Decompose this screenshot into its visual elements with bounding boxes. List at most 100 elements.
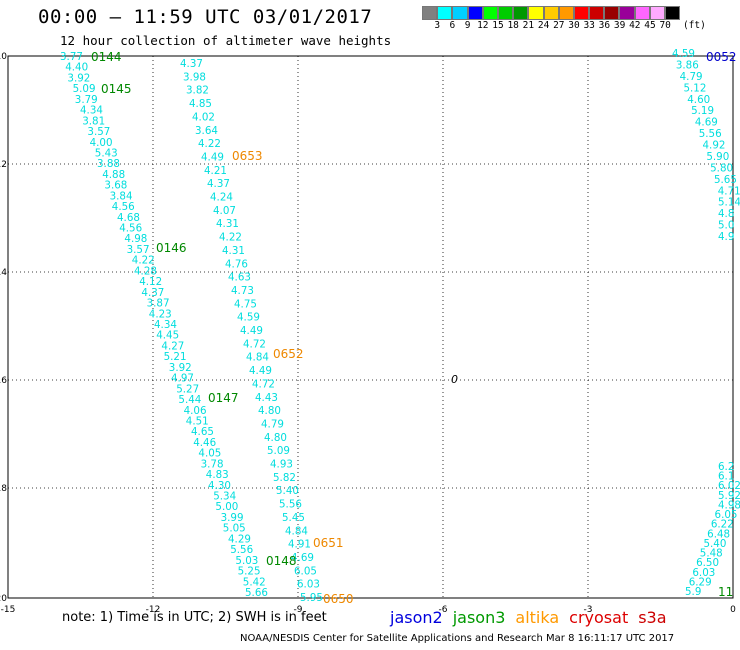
color-swatch bbox=[422, 6, 438, 20]
wave-height-value: 4.98 bbox=[124, 233, 147, 245]
wave-height-value: 4.79 bbox=[261, 418, 284, 430]
wave-height-value: 5.40 bbox=[276, 485, 299, 497]
color-scale-labels: 3 6 9 12 15 18 21 24 27 30 33 36 39 42 45 70 (ft) bbox=[422, 20, 740, 34]
wave-height-value: 4.91 bbox=[288, 539, 311, 551]
wave-height-value: 4.37 bbox=[180, 58, 203, 70]
satellite-legend-item: cryosat bbox=[569, 608, 629, 627]
wave-height-value: 3.82 bbox=[186, 85, 209, 97]
wave-height-value: 4.63 bbox=[228, 272, 251, 284]
color-swatch bbox=[649, 6, 665, 20]
pass-label: 11 bbox=[718, 585, 733, 599]
wave-height-value: 3.77 bbox=[60, 51, 83, 63]
color-scale-label: 30 bbox=[568, 20, 580, 31]
wave-height-value: 6.22 bbox=[711, 519, 734, 531]
wave-height-value: 5.09 bbox=[73, 83, 96, 95]
wave-height-value: 5.03 bbox=[235, 555, 258, 567]
pass-label: 0651 bbox=[313, 536, 344, 550]
wave-height-value: 5.00 bbox=[215, 501, 238, 513]
wave-height-value: 4.72 bbox=[252, 378, 275, 390]
wave-height-value: 5.42 bbox=[243, 576, 266, 588]
page-subtitle: 12 hour collection of altimeter wave hei… bbox=[60, 33, 392, 48]
wave-height-value: 6.1 bbox=[718, 471, 734, 483]
longitude-tick-label: -15 bbox=[1, 605, 16, 615]
wave-height-value: 4.30 bbox=[208, 480, 231, 492]
wave-height-value: 5.27 bbox=[176, 383, 199, 395]
wave-height-value: 4.31 bbox=[222, 245, 245, 257]
wave-height-value: 4.46 bbox=[193, 437, 216, 449]
wave-height-value: 6.05 bbox=[294, 565, 317, 577]
wave-height-value: 6.50 bbox=[696, 557, 719, 569]
longitude-tick-label: -3 bbox=[584, 605, 593, 615]
color-scale-label: 70 bbox=[659, 20, 671, 31]
wave-height-value: 4.49 bbox=[201, 151, 224, 163]
wave-height-value: 3.57 bbox=[127, 244, 150, 256]
wave-height-value: 5.12 bbox=[683, 82, 706, 94]
wave-height-value: 4.29 bbox=[228, 533, 251, 545]
wave-height-value: 4.69 bbox=[695, 117, 718, 129]
wave-height-value: 5.56 bbox=[699, 128, 722, 140]
satellite-legend-item: altika bbox=[515, 608, 560, 627]
color-swatch bbox=[482, 6, 498, 20]
wave-height-value: 5.43 bbox=[95, 147, 118, 159]
color-swatch bbox=[452, 6, 468, 20]
color-scale-label: 33 bbox=[583, 20, 595, 31]
wave-height-value: 5.0 bbox=[718, 220, 734, 232]
pass-label: 0144 bbox=[91, 50, 122, 64]
wave-height-value: 4.88 bbox=[102, 169, 125, 181]
latitude-tick-label: -20 bbox=[0, 594, 7, 604]
wave-height-value: 4.80 bbox=[258, 405, 281, 417]
wave-height-value: 4.24 bbox=[210, 192, 233, 204]
wave-height-value: 5.80 bbox=[710, 162, 733, 174]
wave-height-value: 4.80 bbox=[264, 432, 287, 444]
color-swatch bbox=[497, 6, 514, 20]
map-frame bbox=[7, 55, 734, 599]
color-scale-label: 15 bbox=[492, 20, 504, 31]
color-scale-unit: (ft) bbox=[682, 20, 706, 31]
wave-height-value: 3.78 bbox=[201, 458, 224, 470]
pass-label: 0653 bbox=[232, 149, 263, 163]
wave-height-value: 4.56 bbox=[119, 223, 142, 235]
longitude-tick-label: -6 bbox=[439, 605, 448, 615]
wave-height-value: 5.90 bbox=[706, 151, 729, 163]
wave-height-value: 4.79 bbox=[680, 71, 703, 83]
wave-height-value: 6.48 bbox=[707, 528, 730, 540]
color-swatch bbox=[634, 6, 650, 20]
color-swatch bbox=[543, 6, 559, 20]
wave-height-value: 4.56 bbox=[112, 201, 135, 213]
wave-height-value: 4.07 bbox=[213, 205, 236, 217]
color-scale-label: 27 bbox=[553, 20, 565, 31]
wave-height-value: 4.49 bbox=[240, 325, 263, 337]
color-swatch bbox=[604, 6, 620, 20]
wave-height-value: 6.29 bbox=[689, 576, 712, 588]
color-swatch bbox=[437, 6, 453, 20]
wave-height-value: 4.37 bbox=[141, 287, 164, 299]
wave-height-value: 4.21 bbox=[204, 165, 227, 177]
wave-height-value: 5.95 bbox=[300, 592, 323, 604]
wave-height-value: 5.82 bbox=[273, 472, 296, 484]
wave-height-value: 3.92 bbox=[67, 72, 90, 84]
wave-height-value: 4.49 bbox=[249, 365, 272, 377]
wave-height-value: 5.09 bbox=[267, 445, 290, 457]
wave-height-value: 3.79 bbox=[75, 94, 98, 106]
satellite-legend-item: s3a bbox=[638, 608, 667, 627]
pass-label: 0052 bbox=[706, 50, 737, 64]
wave-height-value: 3.68 bbox=[104, 180, 127, 192]
wave-height-value: 5.65 bbox=[714, 174, 737, 186]
wave-height-value: 5.21 bbox=[164, 351, 187, 363]
color-swatch bbox=[619, 6, 635, 20]
latitude-tick-label: -16 bbox=[0, 376, 7, 386]
wave-height-value: 4.59 bbox=[672, 48, 695, 60]
longitude-tick-label: -12 bbox=[146, 605, 161, 615]
wave-height-value: 4.22 bbox=[198, 138, 221, 150]
color-swatch bbox=[528, 6, 544, 20]
wave-height-value: 6.03 bbox=[297, 579, 320, 591]
wave-height-value: 4.00 bbox=[90, 137, 113, 149]
wave-height-value: 4.68 bbox=[117, 212, 140, 224]
wave-height-value: 4.22 bbox=[132, 255, 155, 267]
color-scale-label: 3 bbox=[434, 20, 441, 31]
wave-height-value: 5.19 bbox=[691, 105, 714, 117]
wave-height-value: 5.25 bbox=[238, 566, 261, 578]
color-scale-label: 18 bbox=[507, 20, 519, 31]
footer-note: note: 1) Time is in UTC; 2) SWH is in fe… bbox=[62, 610, 327, 625]
